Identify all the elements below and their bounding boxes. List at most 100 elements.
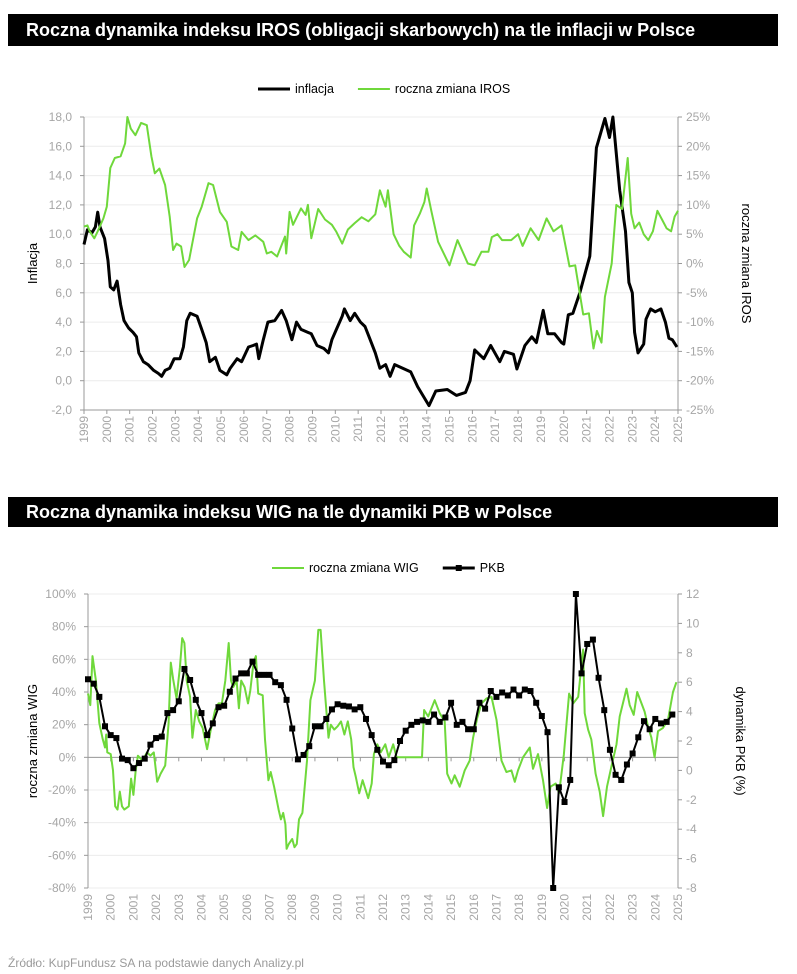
data-point-marker (618, 776, 625, 783)
x-tick-label: 2018 (512, 894, 526, 921)
data-point-marker (187, 676, 194, 683)
data-point-marker (657, 720, 664, 727)
data-point-marker (215, 704, 222, 711)
right-tick-label: 20% (686, 139, 710, 153)
data-point-marker (527, 688, 534, 695)
source-note: Źródło: KupFundusz SA na podstawie danyc… (8, 956, 304, 970)
data-point-marker (294, 756, 301, 763)
data-point-marker (283, 696, 290, 703)
data-point-marker (561, 799, 568, 806)
data-point-marker (595, 674, 602, 681)
data-point-marker (408, 721, 415, 728)
x-tick-label: 2024 (648, 894, 662, 921)
data-point-marker (414, 718, 421, 725)
left-tick-label: 100% (45, 587, 76, 601)
data-point-marker (170, 707, 177, 714)
data-point-marker (130, 765, 137, 772)
data-point-marker (465, 726, 472, 733)
series-line-pkb (87, 593, 674, 889)
right-tick-label: 4 (686, 705, 693, 719)
x-tick-label: 2025 (671, 894, 685, 921)
x-tick-label: 2010 (328, 416, 342, 443)
x-tick-label: 2004 (194, 894, 208, 921)
data-point-marker (311, 723, 318, 730)
data-point-marker (136, 760, 143, 767)
data-point-marker (555, 784, 562, 791)
data-point-marker (158, 733, 165, 740)
data-point-marker (192, 696, 199, 703)
right-tick-label: 8 (686, 646, 693, 660)
data-point-marker (663, 718, 670, 725)
right-tick-label: 10 (686, 616, 700, 630)
x-tick-label: 2017 (488, 416, 502, 443)
data-point-marker (221, 702, 228, 709)
data-point-marker (510, 686, 517, 693)
x-tick-label: 2009 (308, 894, 322, 921)
left-tick-label: 0% (59, 750, 77, 764)
data-point-marker (572, 591, 579, 597)
series-line-roczna-zmiana-wig (87, 628, 678, 850)
legend-label: roczna zmiana WIG (309, 561, 419, 575)
data-point-marker (153, 735, 160, 742)
right-tick-label: 10% (686, 198, 710, 212)
data-point-marker (266, 671, 273, 678)
x-tick-label: 2003 (168, 416, 182, 443)
data-point-marker (487, 688, 494, 695)
data-point-marker (147, 741, 154, 748)
x-tick-label: 2022 (603, 894, 617, 921)
chart1-title: Roczna dynamika indeksu IROS (obligacji … (8, 14, 778, 46)
x-tick-label: 2025 (671, 416, 685, 443)
left-tick-label: 4,0 (55, 315, 72, 329)
data-point-marker (272, 679, 279, 686)
x-tick-label: 2015 (444, 894, 458, 921)
data-point-marker (119, 755, 126, 762)
y-axis-label-left: Inflacja (25, 242, 40, 284)
data-point-marker (249, 658, 256, 665)
data-point-marker (601, 707, 608, 714)
x-tick-label: 2012 (376, 894, 390, 921)
right-tick-label: -2 (686, 793, 697, 807)
data-point-marker (391, 757, 398, 764)
data-point-marker (351, 706, 358, 713)
data-point-marker (306, 743, 313, 750)
x-tick-label: 2021 (580, 416, 594, 443)
data-point-marker (544, 729, 551, 736)
x-tick-label: 2005 (217, 894, 231, 921)
x-tick-label: 2014 (421, 894, 435, 921)
data-point-marker (102, 723, 109, 730)
x-tick-label: 2020 (558, 894, 572, 921)
data-point-marker (442, 714, 449, 721)
x-tick-label: 2005 (214, 416, 228, 443)
data-point-marker (436, 718, 443, 725)
left-tick-label: 0,0 (55, 374, 72, 388)
data-point-marker (345, 703, 352, 710)
data-point-marker (397, 738, 404, 744)
x-tick-label: 2016 (465, 416, 479, 443)
data-point-marker (533, 699, 540, 706)
left-tick-label: 10,0 (49, 227, 73, 241)
data-point-marker (96, 693, 103, 700)
data-point-marker (629, 750, 636, 757)
left-tick-label: 8,0 (55, 257, 72, 271)
x-tick-label: 2001 (123, 416, 137, 443)
x-tick-label: 2003 (172, 894, 186, 921)
data-point-marker (402, 727, 409, 734)
x-tick-label: 2006 (240, 894, 254, 921)
left-tick-label: 6,0 (55, 286, 72, 300)
data-point-marker (340, 702, 347, 709)
data-point-marker (459, 718, 466, 725)
x-tick-label: 2014 (420, 416, 434, 443)
x-tick-label: 2008 (285, 894, 299, 921)
data-point-marker (328, 706, 335, 713)
data-point-marker (516, 692, 523, 699)
right-tick-label: -10% (686, 315, 714, 329)
right-tick-label: -4 (686, 822, 697, 836)
data-point-marker (90, 680, 97, 687)
data-point-marker (232, 675, 239, 682)
data-point-marker (175, 698, 182, 705)
data-point-marker (448, 699, 455, 706)
x-tick-label: 2011 (353, 894, 367, 920)
data-point-marker (255, 671, 262, 678)
data-point-marker (113, 735, 120, 742)
